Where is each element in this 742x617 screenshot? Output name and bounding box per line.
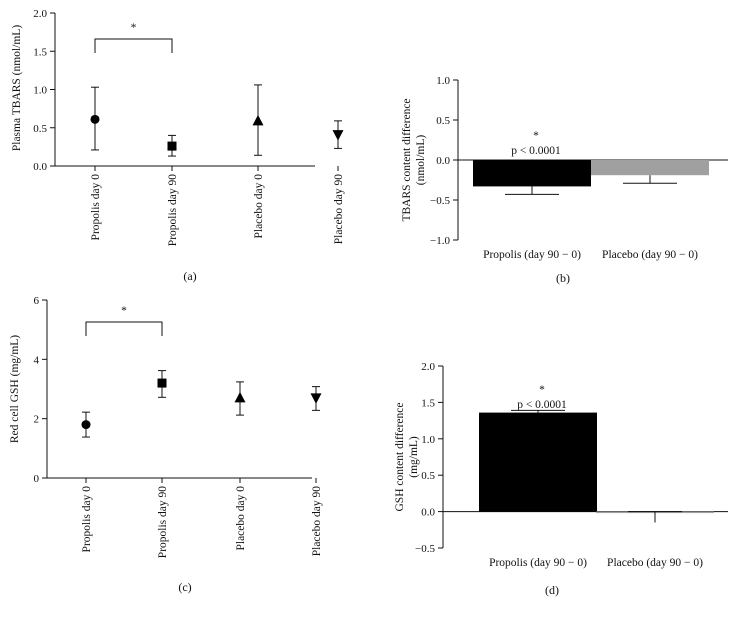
y-tick-label: 6: [34, 295, 40, 307]
y-tick-label: 2.0: [421, 361, 435, 373]
x-tick-label: Placebo (day 90 − 0): [602, 249, 698, 261]
y-tick-label: 2.0: [33, 8, 47, 20]
y-axis-label-line: (mg/mL): [408, 436, 420, 478]
y-axis-label-line: Red cell GSH (mg/mL): [9, 335, 21, 443]
x-tick-label: Propolis day 0: [81, 486, 93, 553]
x-tick-label: Placebo day 90: [333, 174, 345, 245]
data-point-circle: [81, 420, 91, 430]
y-tick-label: 1.5: [33, 46, 47, 58]
data-point-triangle-up: [234, 391, 246, 403]
y-axis-label-line: (nmol/mL): [415, 135, 427, 186]
x-tick-label: Placebo (day 90 − 0): [607, 557, 703, 569]
y-axis-label: Red cell GSH (mg/mL): [9, 335, 21, 443]
y-tick-label: 2: [34, 414, 40, 426]
x-tick-label: Propolis day 90: [157, 486, 169, 558]
x-tick-label: Propolis day 0: [90, 174, 102, 241]
p-value-annotation: p < 0.0001: [511, 145, 561, 157]
data-point-circle: [90, 114, 100, 124]
x-tick-label: Placebo day 90: [311, 486, 323, 557]
significance-star: *: [121, 305, 127, 317]
bar: [591, 160, 709, 176]
data-point-square: [157, 378, 167, 388]
y-tick-label: −0.5: [415, 543, 435, 555]
bar: [479, 412, 597, 512]
y-tick-label: 1.5: [421, 397, 435, 409]
y-axis-label-line: TBARS content difference: [401, 98, 413, 221]
y-axis-label-line: GSH content difference: [394, 403, 406, 512]
p-value-annotation: p < 0.0001: [517, 399, 567, 411]
y-tick-label: 0.5: [33, 123, 47, 135]
y-tick-label: 0.0: [33, 161, 47, 173]
chart-a: 0.0 0.5 1.0 1.5 2.0 Plasma TBARS (nmol/mL) Pro…: [11, 8, 345, 283]
panel-caption: (b): [556, 271, 570, 285]
data-point-triangle-down: [332, 130, 344, 141]
panel-caption: (a): [183, 269, 196, 283]
x-tick-label: Propolis day 90: [167, 174, 179, 246]
panel-caption: (d): [545, 583, 559, 597]
y-axis-label-line: Plasma TBARS (nmol/mL): [11, 25, 23, 151]
y-tick-label: −1.0: [430, 235, 450, 247]
y-axis-label: Plasma TBARS (nmol/mL): [11, 25, 23, 151]
x-tick-label: Propolis (day 90 − 0): [489, 557, 587, 569]
data-point-triangle-up: [252, 114, 264, 126]
significance-star: *: [131, 22, 137, 34]
y-axis-label: GSH content difference (mg/mL): [394, 403, 420, 512]
y-tick-label: 1.0: [33, 85, 47, 97]
y-tick-label: 0.0: [436, 155, 450, 167]
data-point-square: [167, 141, 177, 151]
y-tick-label: 1.0: [421, 434, 435, 446]
chart-c: 0 2 4 6 Red cell GSH (mg/mL) Propolis day 0 Pr…: [9, 295, 323, 594]
data-point-triangle-down: [310, 393, 322, 404]
bar: [473, 160, 591, 187]
y-axis-label: TBARS content difference (nmol/mL): [401, 98, 427, 221]
x-tick-label: Placebo day 0: [235, 486, 247, 551]
chart-d: 2.0 1.5 1.0 0.5 0.0 −0.5 GSH content differenc…: [394, 361, 728, 597]
x-tick-label: Propolis (day 90 − 0): [483, 249, 581, 261]
x-tick-label: Placebo day 0: [253, 174, 265, 239]
significance-star: *: [533, 130, 539, 142]
significance-bracket: [85, 321, 163, 336]
significance-star: *: [539, 384, 545, 396]
y-tick-label: 0.5: [421, 470, 435, 482]
y-tick-label: 0.5: [436, 115, 450, 127]
panel-caption: (c): [178, 580, 191, 594]
y-tick-label: 0: [34, 473, 40, 485]
y-tick-label: 1.0: [436, 75, 450, 87]
y-tick-label: 4: [34, 354, 40, 366]
chart-b: 1.0 0.5 0.0 −0.5 −1.0 TBARS content differenc…: [401, 75, 728, 285]
y-tick-label: −0.5: [430, 195, 450, 207]
y-tick-label: 0.0: [421, 507, 435, 519]
significance-bracket: [94, 38, 173, 53]
